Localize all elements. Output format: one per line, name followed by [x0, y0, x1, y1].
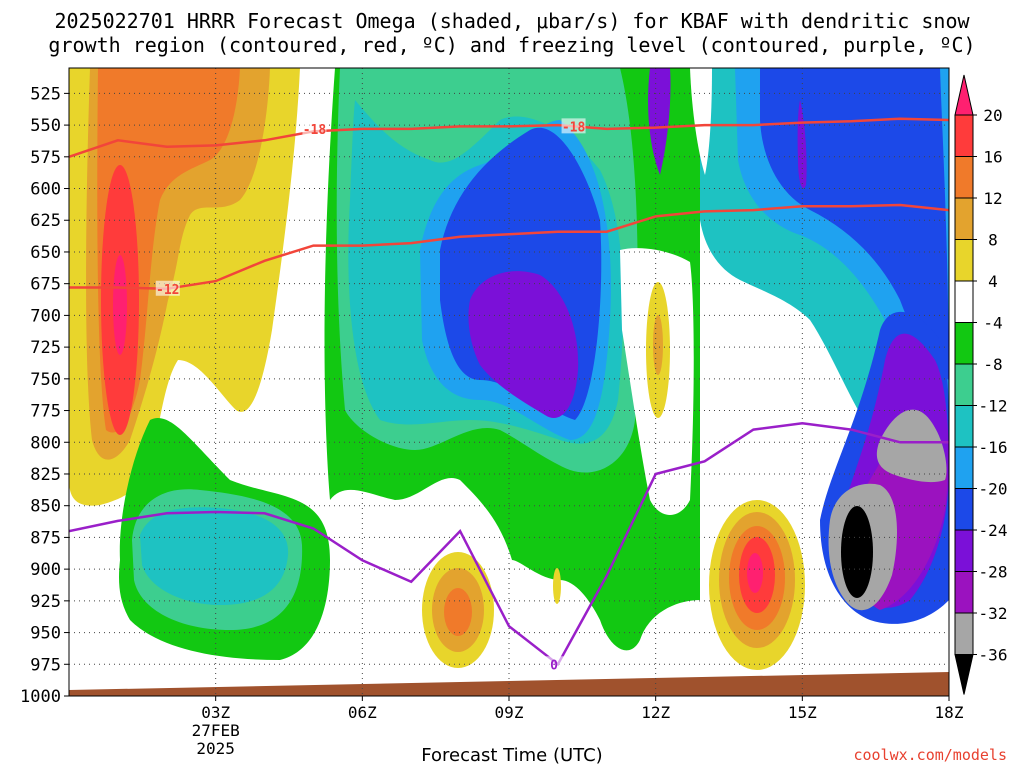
colorbar-swatch	[954, 197, 974, 240]
y-tick-label: 550	[30, 116, 61, 136]
contour-label: -18	[303, 123, 327, 138]
y-tick-label: 750	[30, 370, 61, 390]
y-tick-label: 825	[30, 465, 61, 485]
x-tick-label: 06Z	[348, 703, 377, 722]
contour-label-bg	[302, 120, 327, 136]
y-tick-label: 900	[30, 560, 61, 580]
credit-label: coolwx.com/models	[853, 746, 1007, 764]
contour-line	[69, 421, 949, 667]
colorbar-swatch	[954, 446, 974, 489]
shade-neg-36-core	[841, 506, 873, 598]
colorbar-swatch	[954, 239, 974, 282]
colorbar-label: -36	[979, 646, 1008, 665]
y-tick-label: 950	[30, 624, 61, 644]
shade-white-top-streak	[690, 68, 712, 175]
y-tick-label: 525	[30, 84, 61, 104]
shade-neg-32-gray	[876, 409, 947, 483]
x-tick-label: 15Z	[788, 703, 817, 722]
colorbar-label: 4	[988, 272, 998, 291]
colorbar-label: 20	[983, 106, 1002, 125]
shade-neg-24-top-streak	[648, 68, 671, 175]
contour-label: 0	[550, 658, 558, 673]
colorbar-label: -8	[983, 355, 1002, 374]
contour-line	[69, 203, 949, 291]
contour-line	[69, 117, 949, 158]
y-tick-label: 850	[30, 497, 61, 517]
colorbar-label: -28	[979, 563, 1008, 582]
colorbar-label: -32	[979, 604, 1008, 623]
chart-title-line-1: 2025022701 HRRR Forecast Omega (shaded, …	[54, 9, 970, 33]
contour-label-bg	[561, 118, 586, 134]
colorbar-bottom-arrow	[954, 654, 974, 695]
y-tick-label: 575	[30, 148, 61, 168]
x-tick-label: 18Z	[935, 703, 964, 722]
colorbar-swatch	[954, 529, 974, 572]
grid-lines	[69, 68, 950, 697]
shade-neg-24-center	[468, 271, 579, 418]
colorbar-swatch	[954, 280, 974, 323]
y-tick-label: 650	[30, 243, 61, 263]
colorbar-label: 8	[988, 231, 998, 250]
x-axis-title: Forecast Time (UTC)	[421, 745, 603, 766]
contour-label-bg	[542, 656, 566, 672]
y-axis: 525 550 575 600 625 650 675 700 725 750 775 800 825 8…	[20, 84, 69, 707]
colorbar-swatch	[954, 114, 974, 157]
shade-pos-12-09z	[444, 588, 472, 636]
x-tick-label: 12Z	[641, 703, 670, 722]
contour-label: -18	[562, 120, 586, 135]
colorbar-label: 12	[983, 189, 1002, 208]
colorbar-label: -20	[979, 480, 1008, 499]
y-tick-label: 625	[30, 211, 61, 231]
colorbar-label: -16	[979, 438, 1008, 457]
x-date-label: 2025	[196, 739, 235, 758]
y-tick-label: 975	[30, 655, 61, 675]
y-tick-label: 1000	[20, 687, 61, 707]
colorbar-label: -4	[983, 314, 1002, 333]
colorbar: 20 16 12 8 4 -4 -8 -12 -16 -20 -24 -28 -32 -36	[954, 74, 1008, 695]
colorbar-swatch	[954, 363, 974, 406]
y-tick-label: 675	[30, 275, 61, 295]
colorbar-swatch	[954, 322, 974, 365]
shade-pos-8-narrow	[653, 315, 663, 375]
shade-pos-20-right	[747, 553, 763, 593]
omega-shading	[69, 68, 949, 696]
contour-label: -12	[156, 283, 179, 298]
y-tick-label: 775	[30, 402, 61, 422]
colorbar-swatch	[954, 612, 974, 655]
colorbar-swatch	[954, 156, 974, 199]
colorbar-label: -12	[979, 397, 1008, 416]
shade-pos-4-small	[553, 568, 561, 604]
shade-neg-20-right	[760, 68, 949, 380]
y-tick-label: 800	[30, 433, 61, 453]
colorbar-top-arrow	[954, 74, 974, 116]
shade-pos-20-left	[113, 255, 127, 355]
colorbar-label: 16	[983, 148, 1002, 167]
contour-lines: -18 -18 -12 0	[69, 117, 949, 673]
x-tick-label: 09Z	[495, 703, 524, 722]
y-tick-label: 875	[30, 528, 61, 548]
x-tick-label: 03Z	[201, 703, 230, 722]
chart-title-line-2: growth region (contoured, red, ºC) and f…	[48, 33, 976, 57]
colorbar-swatch	[954, 571, 974, 614]
y-tick-label: 700	[30, 306, 61, 326]
contour-label-bg	[155, 280, 180, 296]
y-tick-label: 600	[30, 180, 61, 200]
x-date-label: 27FEB	[192, 721, 240, 740]
colorbar-label: -24	[979, 521, 1008, 540]
colorbar-swatch	[954, 405, 974, 448]
y-tick-label: 925	[30, 592, 61, 612]
y-tick-label: 725	[30, 338, 61, 358]
shade-neg-12-left	[140, 507, 289, 605]
colorbar-swatch	[954, 488, 974, 531]
